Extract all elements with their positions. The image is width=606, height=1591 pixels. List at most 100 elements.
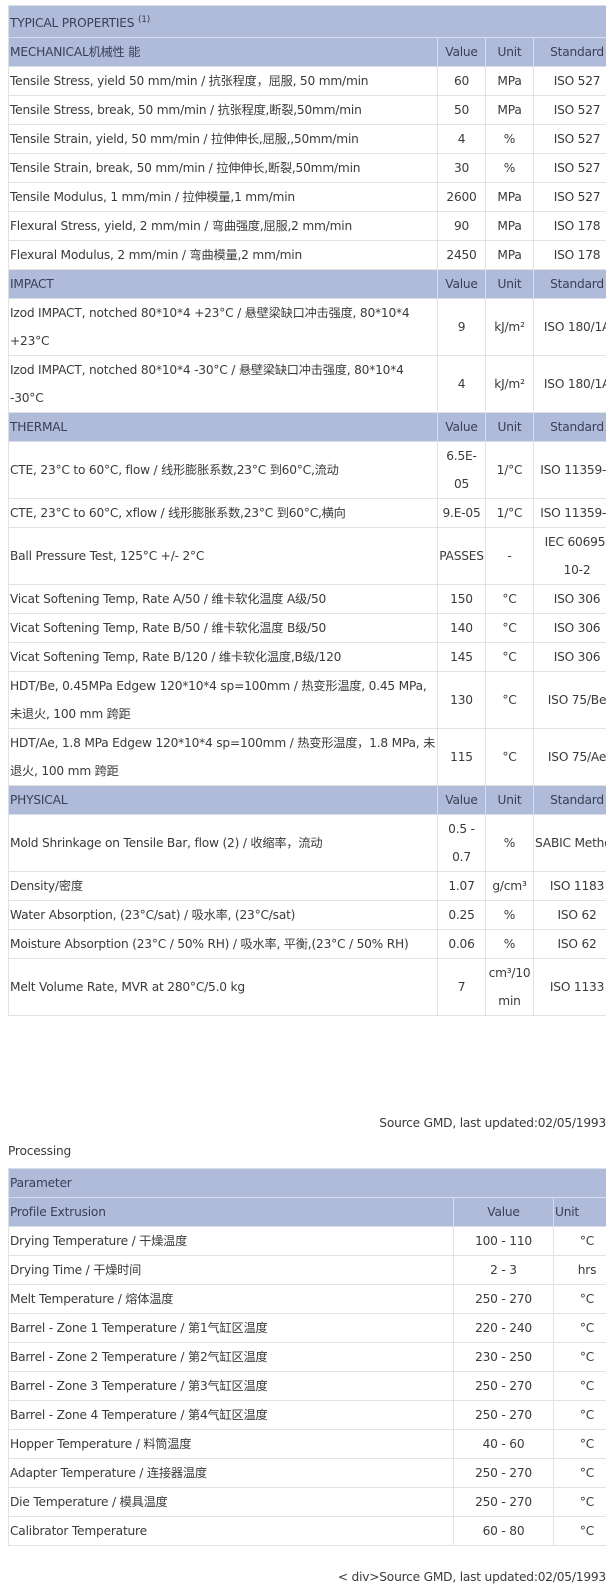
parameter-value: 2 - 3 (453, 1255, 554, 1285)
property-name: Izod IMPACT, notched 80*10*4 +23°C / 悬壁梁… (8, 298, 438, 357)
property-unit: °C (485, 613, 534, 644)
property-value: 130 (437, 671, 486, 730)
property-standard: ISO 1183 (532, 871, 606, 902)
property-name: Vicat Softening Temp, Rate B/120 / 维卡软化温… (8, 642, 438, 673)
parameter-name: Barrel - Zone 1 Temperature / 第1气缸区温度 (8, 1313, 454, 1343)
property-value: PASSES (437, 527, 486, 586)
table-row: Melt Temperature / 熔体温度 250 - 270 °C (8, 1284, 606, 1314)
table-row: Melt Volume Rate, MVR at 280°C/5.0 kg 7 cm… (8, 958, 606, 1017)
parameter-name: Melt Temperature / 熔体温度 (8, 1284, 454, 1314)
table-row: Tensile Stress, yield 50 mm/min / 抗张程度，屈… (8, 66, 606, 97)
property-value: 2600 (437, 182, 486, 213)
parameter-value: 100 - 110 (453, 1226, 554, 1256)
table-row: Vicat Softening Temp, Rate B/50 / 维卡软化温度… (8, 613, 606, 644)
title-footnote: (1) (137, 15, 151, 25)
section-title: PHYSICAL (8, 785, 438, 816)
table-title-row: TYPICAL PROPERTIES (1) (7, 4, 606, 39)
table-row: Calibrator Temperature 60 - 80 °C (8, 1516, 606, 1546)
property-value: 2450 (437, 240, 486, 271)
parameter-name: Hopper Temperature / 料筒温度 (8, 1429, 454, 1459)
unit-header: Unit (485, 37, 534, 68)
property-value: 90 (437, 211, 486, 242)
section-title: MECHANICAL机械性 能 (8, 37, 438, 68)
parameter-value: 250 - 270 (453, 1458, 554, 1488)
table-row: Ball Pressure Test, 125°C +/- 2°C PASSES -… (8, 527, 606, 586)
property-value: 9 (437, 298, 486, 357)
property-standard: ISO 180/1A (532, 298, 606, 357)
standard-header: Standard (532, 37, 606, 68)
property-name: Tensile Strain, break, 50 mm/min / 拉伸伸长,… (8, 153, 438, 184)
typical-properties-table: TYPICAL PROPERTIES (1) MECHANICAL机械性 能 Va… (7, 4, 606, 1017)
unit-header: Unit (552, 1197, 606, 1227)
table-row: CTE, 23°C to 60°C, xflow / 线形膨胀系数,23°C 到… (8, 498, 606, 529)
parameter-name: Barrel - Zone 2 Temperature / 第2气缸区温度 (8, 1342, 454, 1372)
property-name: Flexural Modulus, 2 mm/min / 弯曲模量,2 mm/m… (8, 240, 438, 271)
parameter-value: 250 - 270 (453, 1400, 554, 1430)
property-unit: % (485, 153, 534, 184)
table-row: Moisture Absorption (23°C / 50% RH) / 吸水… (8, 929, 606, 960)
value-header: Value (437, 269, 486, 300)
property-standard: ISO 178 (532, 211, 606, 242)
standard-header: Standard (532, 412, 606, 443)
table-row: Adapter Temperature / 连接器温度 250 - 270 °C (8, 1458, 606, 1488)
table-row: Density/密度 1.07 g/cm³ ISO 1183 (8, 871, 606, 902)
section-header-row: MECHANICAL机械性 能 Value Unit Standard (8, 37, 606, 68)
value-header: Value (437, 785, 486, 816)
table-row: HDT/Ae, 1.8 MPa Edgew 120*10*4 sp=100mm … (8, 728, 606, 787)
property-standard: ISO 306 (532, 642, 606, 673)
property-name: HDT/Be, 0.45MPa Edgew 120*10*4 sp=100mm … (8, 671, 438, 730)
property-standard: ISO 306 (532, 613, 606, 644)
table-row: HDT/Be, 0.45MPa Edgew 120*10*4 sp=100mm … (8, 671, 606, 730)
table-title-text: TYPICAL PROPERTIES (10, 16, 135, 31)
section-header-row: IMPACT Value Unit Standard (8, 269, 606, 300)
property-value: 145 (437, 642, 486, 673)
property-unit: 1/°C (485, 441, 534, 500)
property-standard: ISO 11359-2 (532, 498, 606, 529)
property-unit: % (485, 929, 534, 960)
unit-header: Unit (485, 412, 534, 443)
property-name: Vicat Softening Temp, Rate A/50 / 维卡软化温度… (8, 584, 438, 615)
property-value: 0.5 - 0.7 (437, 814, 486, 873)
parameter-unit: °C (552, 1429, 606, 1459)
property-value: 60 (437, 66, 486, 97)
table-row: Barrel - Zone 2 Temperature / 第2气缸区温度 230… (8, 1342, 606, 1372)
parameter-unit: °C (552, 1400, 606, 1430)
table-row: Drying Time / 干燥时间 2 - 3 hrs (8, 1255, 606, 1285)
property-name: Water Absorption, (23°C/sat) / 吸水率, (23°… (8, 900, 438, 931)
table-row: Vicat Softening Temp, Rate B/120 / 维卡软化温… (8, 642, 606, 673)
profile-extrusion-header-row: Profile Extrusion Value Unit (8, 1197, 606, 1227)
parameter-name: Die Temperature / 模具温度 (8, 1487, 454, 1517)
property-unit: kJ/m² (485, 298, 534, 357)
parameter-unit: °C (552, 1487, 606, 1517)
parameter-name: Adapter Temperature / 连接器温度 (8, 1458, 454, 1488)
property-value: 30 (437, 153, 486, 184)
section-header-row: THERMAL Value Unit Standard (8, 412, 606, 443)
property-name: Mold Shrinkage on Tensile Bar, flow (2) … (8, 814, 438, 873)
property-standard: ISO 527 (532, 182, 606, 213)
parameter-name: Calibrator Temperature (8, 1516, 454, 1546)
properties-source-note: Source GMD, last updated:02/05/1993 (379, 1116, 606, 1130)
value-header: Value (437, 412, 486, 443)
section-header-row: PHYSICAL Value Unit Standard (8, 785, 606, 816)
table-row: Tensile Stress, break, 50 mm/min / 抗张程度,… (8, 95, 606, 126)
parameter-value: 250 - 270 (453, 1487, 554, 1517)
parameter-unit: °C (552, 1226, 606, 1256)
parameter-unit: °C (552, 1313, 606, 1343)
property-value: 0.25 (437, 900, 486, 931)
parameter-unit: °C (552, 1342, 606, 1372)
property-value: 4 (437, 124, 486, 155)
parameter-value: 230 - 250 (453, 1342, 554, 1372)
property-standard: ISO 1133 (532, 958, 606, 1017)
table-row: Water Absorption, (23°C/sat) / 吸水率, (23°… (8, 900, 606, 931)
table-row: Hopper Temperature / 料筒温度 40 - 60 °C (8, 1429, 606, 1459)
parameter-header-row: Parameter (7, 1168, 606, 1198)
property-unit: °C (485, 642, 534, 673)
parameter-value: 40 - 60 (453, 1429, 554, 1459)
table-row: Barrel - Zone 4 Temperature / 第4气缸区温度 250… (8, 1400, 606, 1430)
property-unit: °C (485, 671, 534, 730)
property-unit: MPa (485, 182, 534, 213)
property-standard: ISO 11359-2 (532, 441, 606, 500)
property-standard: ISO 527 (532, 153, 606, 184)
processing-label: Processing (8, 1144, 72, 1158)
property-value: 1.07 (437, 871, 486, 902)
